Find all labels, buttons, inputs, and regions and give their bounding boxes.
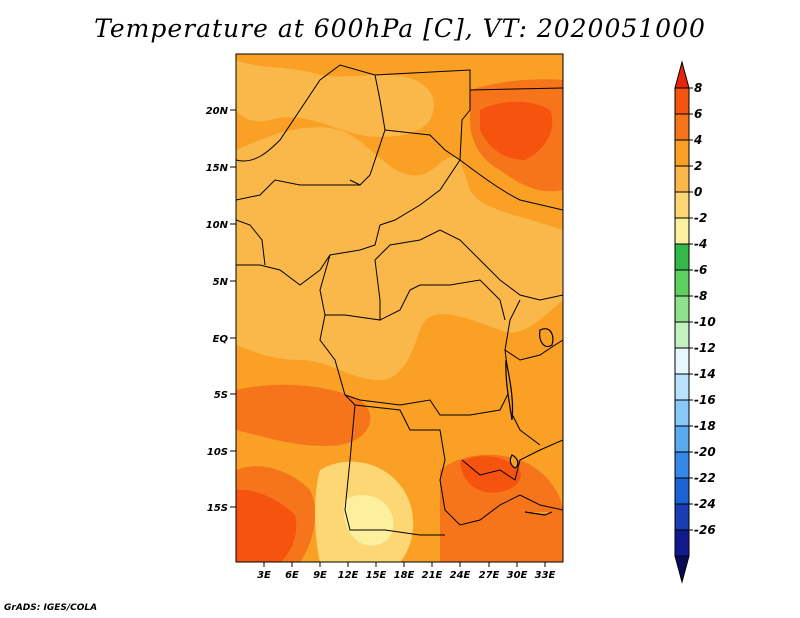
lon-tick-6E: 6E xyxy=(285,562,299,581)
lon-tick-24E: 24E xyxy=(450,562,471,581)
lat-label: 10S xyxy=(207,447,228,458)
lat-tick-10N: 10N xyxy=(206,220,236,231)
colorbar-label: -12 xyxy=(694,341,716,355)
lon-tick-27E: 27E xyxy=(479,562,500,581)
field-cool-south-core xyxy=(343,495,394,546)
lat-tick-5N: 5N xyxy=(213,277,236,288)
colorbar-label: -20 xyxy=(694,445,716,459)
lat-label: 20N xyxy=(206,106,229,117)
map-title: Temperature at 600hPa [C], VT: 202005100… xyxy=(94,14,706,43)
map-plot-area xyxy=(236,54,563,562)
field-hot-southeast-2 xyxy=(460,456,521,493)
lon-tick-9E: 9E xyxy=(313,562,327,581)
lon-tick-30E: 30E xyxy=(507,562,528,581)
field-warm-light-north xyxy=(236,60,434,137)
lat-label: EQ xyxy=(213,334,229,345)
colorbar-swatch xyxy=(674,243,690,271)
colorbar-label: 4 xyxy=(693,133,702,147)
lon-axis: 3E 6E 9E 12E 15E 18E 21E 24E 27E 30E 33E xyxy=(257,562,556,581)
colorbar-swatch xyxy=(674,269,690,297)
lon-tick-12E: 12E xyxy=(338,562,359,581)
colorbar-label: -22 xyxy=(694,471,716,485)
lon-label: 6E xyxy=(285,570,299,581)
lon-label: 27E xyxy=(479,570,500,581)
lat-label: 5S xyxy=(214,390,228,401)
colorbar-swatch xyxy=(674,451,690,479)
lat-label: 15N xyxy=(206,163,229,174)
colorbar-swatch xyxy=(674,373,690,401)
lon-tick-21E: 21E xyxy=(422,562,443,581)
lat-tick-5S: 5S xyxy=(214,390,236,401)
colorbar-swatch xyxy=(674,399,690,427)
lon-label: 15E xyxy=(366,570,387,581)
lon-label: 24E xyxy=(450,570,471,581)
lon-label: 3E xyxy=(257,570,271,581)
colorbar-label: -18 xyxy=(694,419,716,433)
colorbar-label: 6 xyxy=(694,107,702,121)
colorbar-label: -14 xyxy=(694,367,716,381)
colorbar-swatch xyxy=(674,87,690,115)
lat-tick-15S: 15S xyxy=(207,503,236,514)
colorbar-swatch xyxy=(674,113,690,141)
lat-tick-EQ: EQ xyxy=(213,334,236,345)
field-hot-west-2 xyxy=(236,489,297,562)
lon-label: 21E xyxy=(422,570,443,581)
colorbar-label: -4 xyxy=(694,237,707,251)
lon-label: 9E xyxy=(313,570,327,581)
lat-label: 5N xyxy=(213,277,229,288)
colorbar-label: -16 xyxy=(694,393,716,407)
country-borders xyxy=(236,64,563,536)
colorbar-label: -10 xyxy=(694,315,716,329)
colorbar-label: 2 xyxy=(694,159,702,173)
field-hot-northeast-2 xyxy=(480,101,553,160)
lon-tick-18E: 18E xyxy=(394,562,415,581)
lat-label: 10N xyxy=(206,220,229,231)
lat-axis: 20N 15N 10N 5N EQ 5S 10S 15S xyxy=(206,106,236,514)
field-hot-band xyxy=(236,384,371,447)
colorbar-arrow-top xyxy=(674,60,690,89)
lat-tick-20N: 20N xyxy=(206,106,236,117)
lat-label: 15S xyxy=(207,503,228,514)
colorbar-swatch xyxy=(674,529,690,557)
colorbar-label: 0 xyxy=(694,185,702,199)
colorbar-label: -6 xyxy=(694,263,707,277)
lakes xyxy=(505,328,554,516)
colorbar-swatch xyxy=(674,139,690,167)
lat-tick-15N: 15N xyxy=(206,163,236,174)
colorbar-swatch xyxy=(674,321,690,349)
colorbar-swatch xyxy=(674,165,690,193)
colorbar-label: -24 xyxy=(694,497,716,511)
colorbar-swatch xyxy=(674,477,690,505)
colorbar-label: -2 xyxy=(694,211,707,225)
colorbar-swatch xyxy=(674,503,690,531)
lon-tick-15E: 15E xyxy=(366,562,387,581)
grads-credit: GrADS: IGES/COLA xyxy=(4,603,98,613)
lon-tick-3E: 3E xyxy=(257,562,271,581)
lon-label: 33E xyxy=(535,570,556,581)
colorbar-swatch xyxy=(674,347,690,375)
lat-tick-10S: 10S xyxy=(207,447,236,458)
map-frame xyxy=(235,53,564,563)
colorbar-swatch xyxy=(674,191,690,219)
colorbar-label: 8 xyxy=(694,81,702,95)
colorbar-arrow-bottom xyxy=(674,555,690,584)
colorbar-swatch xyxy=(674,295,690,323)
lon-label: 18E xyxy=(394,570,415,581)
colorbar: 8 6 4 2 0 -2 -4 -6 -8 -10 -12 -14 -16 -18 -20 -22 -24 -26 xyxy=(674,60,716,584)
lon-label: 30E xyxy=(507,570,528,581)
lon-tick-33E: 33E xyxy=(535,562,556,581)
lon-label: 12E xyxy=(338,570,359,581)
colorbar-swatch xyxy=(674,217,690,245)
colorbar-swatch xyxy=(674,425,690,453)
colorbar-label: -26 xyxy=(694,523,716,537)
field-warm-light xyxy=(236,127,563,381)
colorbar-label: -8 xyxy=(694,289,707,303)
